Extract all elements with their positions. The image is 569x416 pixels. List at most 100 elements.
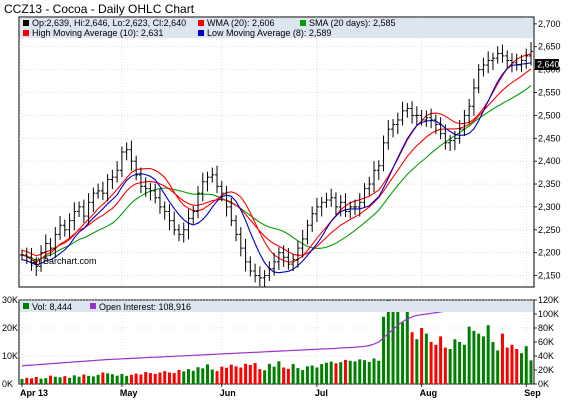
volume-bar	[519, 353, 523, 384]
volume-bar	[215, 371, 219, 384]
volume-bar	[348, 360, 352, 384]
ohlc-bar	[405, 103, 410, 118]
volume-bar	[191, 370, 195, 384]
volume-bar	[382, 316, 386, 384]
ohlc-bar	[24, 247, 29, 265]
ohlc-bar	[529, 42, 533, 66]
volume-bar	[91, 376, 95, 384]
ohlc-bar	[105, 173, 110, 202]
volume-bar	[248, 364, 252, 384]
ohlc-bar	[457, 119, 462, 144]
volume-bar	[282, 367, 286, 384]
ohlc-bar	[257, 266, 262, 287]
volume-bar	[291, 364, 295, 384]
volume-bar	[329, 361, 333, 384]
ohlc-bar	[91, 187, 96, 212]
volume-bar	[434, 344, 438, 384]
volume-bar	[272, 366, 276, 384]
ohlc-bar	[519, 54, 524, 72]
volume-bar	[49, 375, 53, 384]
volume-bar	[286, 368, 290, 384]
date-axis: Apr 13 May Jun Jul Aug Sep	[20, 384, 541, 398]
legend-oi-swatch	[90, 303, 96, 309]
volume-bar	[343, 359, 347, 384]
oi-tick-label: 60K	[538, 337, 554, 347]
volume-bar	[267, 363, 271, 384]
volume-bar	[377, 360, 381, 384]
volume-bar	[258, 369, 262, 384]
chart-title: CCZ13 - Cocoa - Daily OHLC Chart	[4, 2, 195, 16]
volume-bar	[491, 342, 495, 384]
volume-legend-bg	[20, 301, 533, 312]
volume-bar	[182, 371, 186, 384]
ohlc-bar	[224, 185, 229, 217]
ohlc-bar	[262, 270, 267, 288]
volume-bar	[363, 360, 367, 384]
legend-low-ma-swatch	[198, 30, 204, 36]
volume-bar	[196, 367, 200, 384]
ohlc-bar	[324, 192, 329, 208]
volume-bar	[225, 367, 229, 384]
volume-bar	[220, 366, 224, 384]
ohlc-bar	[352, 199, 357, 216]
ohlc-bar	[39, 245, 44, 272]
price-tick-label: 2,700	[538, 19, 561, 29]
ohlc-bar	[524, 48, 529, 69]
ohlc-bar	[443, 124, 448, 150]
legend-volume: Vol: 8,444	[32, 302, 72, 312]
volume-bar	[443, 347, 447, 384]
ohlc-bar	[77, 201, 82, 217]
volume-tick-label: 30K	[2, 295, 18, 305]
volume-bar	[115, 375, 119, 384]
price-tick-label: 2,450	[538, 133, 561, 143]
volume-bar	[210, 369, 214, 384]
price-tick-label: 2,200	[538, 248, 561, 258]
date-tick-label: Aug	[420, 388, 438, 398]
volume-bar	[110, 374, 114, 384]
date-tick-label: Sep	[524, 388, 541, 398]
volume-bar	[420, 328, 424, 384]
ohlc-bar	[509, 53, 514, 73]
volume-bar	[87, 375, 91, 384]
volume-bar	[386, 300, 390, 384]
volume-bar	[144, 371, 148, 384]
ohlc-bar	[291, 254, 296, 271]
volume-bar	[72, 375, 76, 384]
ohlc-bar	[372, 161, 377, 193]
legend-vol-swatch	[23, 303, 29, 309]
barchart-watermark: (c) Barchart.com	[30, 256, 97, 266]
volume-bar	[234, 366, 238, 384]
ohlc-bar	[243, 238, 248, 272]
ohlc-bar	[186, 209, 191, 240]
ohlc-bar	[333, 192, 338, 216]
ohlc-bar	[367, 176, 372, 196]
high-moving-average-line	[21, 53, 532, 263]
ohlc-bar	[124, 142, 129, 161]
volume-bar	[353, 361, 357, 384]
volume-bar	[324, 362, 328, 384]
volume-bar	[477, 333, 481, 384]
volume-bar	[305, 366, 309, 384]
volume-bar	[296, 368, 300, 384]
sma-line	[21, 85, 532, 261]
ohlc-bar	[162, 201, 167, 220]
legend-wma-swatch	[198, 20, 204, 26]
ohlc-bar	[110, 169, 115, 190]
ohlc-bar	[67, 213, 72, 239]
ohlc-bars	[20, 42, 533, 288]
volume-bar	[229, 364, 233, 384]
ohlc-bar	[215, 165, 220, 194]
volume-bar	[429, 342, 433, 384]
ohlc-bar	[281, 245, 286, 267]
volume-panel-frame	[18, 299, 535, 385]
ohlc-bar	[424, 110, 429, 127]
ohlc-bar	[414, 106, 419, 125]
volume-bar	[439, 336, 443, 384]
volume-bar	[129, 374, 133, 384]
volume-bar	[63, 376, 67, 384]
date-tick-label: Jun	[220, 388, 236, 398]
volume-tick-label: 20K	[2, 323, 18, 333]
ohlc-bar	[148, 183, 153, 201]
ohlc-bar	[34, 257, 39, 277]
ohlc-bar	[343, 193, 348, 217]
